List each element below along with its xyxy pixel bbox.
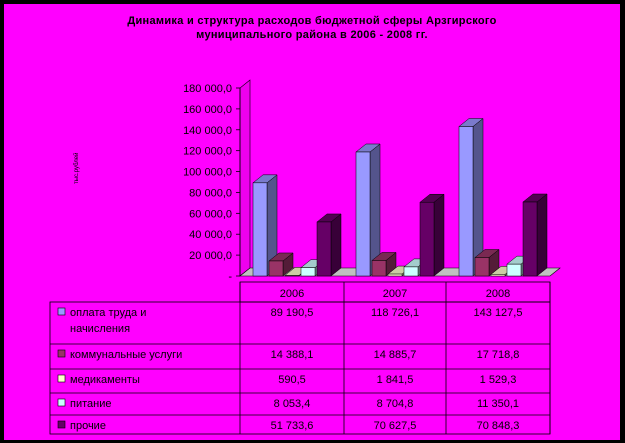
bar <box>284 275 300 277</box>
legend-label: коммунальные услуги <box>70 349 182 361</box>
legend-swatch <box>57 420 66 429</box>
y-tick-label: 100 000,0 <box>183 167 232 179</box>
data-value: 11 350,1 <box>477 398 519 410</box>
chart-panel: Динамика и структура расходов бюджетной … <box>4 4 620 440</box>
data-value: 143 127,5 <box>474 307 523 319</box>
bar-side <box>536 193 548 277</box>
y-tick-label: - <box>228 271 232 283</box>
y-tick-label: 120 000,0 <box>183 146 232 158</box>
data-value: 70 627,5 <box>374 420 417 432</box>
side-wall <box>239 79 251 277</box>
data-value: 1 529,3 <box>480 374 517 386</box>
chart-plot: - 20 000,0 40 000,0 60 000,0 80 000,0 100 000… <box>49 79 561 435</box>
data-value: 14 388,1 <box>271 349 314 361</box>
data-value: 8 053,4 <box>274 398 311 410</box>
y-tick-label: 80 000,0 <box>189 187 232 199</box>
data-value: 14 885,7 <box>374 349 417 361</box>
category-label: 2007 <box>383 288 407 300</box>
bar <box>474 257 490 277</box>
bar <box>387 273 403 277</box>
bar-side <box>433 193 445 277</box>
data-value: 89 190,5 <box>271 307 314 319</box>
legend-label: начисления <box>70 323 130 335</box>
bar <box>316 221 332 277</box>
bar <box>458 126 474 277</box>
bar <box>403 266 419 277</box>
legend-label: медикаменты <box>70 374 140 386</box>
data-value: 17 718,8 <box>477 349 520 361</box>
bar <box>355 151 371 277</box>
bar <box>371 260 387 277</box>
legend-label: питание <box>70 398 111 410</box>
bar-side <box>330 213 342 277</box>
bar <box>490 274 506 277</box>
legend-swatch <box>57 307 66 316</box>
y-tick-label: 160 000,0 <box>183 104 232 116</box>
y-tick-label: 60 000,0 <box>189 208 232 220</box>
data-value: 118 726,1 <box>371 307 419 319</box>
data-value: 70 848,3 <box>477 420 520 432</box>
bar <box>300 267 316 277</box>
y-tick-label: 40 000,0 <box>189 229 232 241</box>
bar <box>419 201 435 277</box>
legend-swatch <box>57 349 66 358</box>
y-tick-label: 20 000,0 <box>189 250 232 262</box>
category-label: 2006 <box>280 288 304 300</box>
legend-swatch <box>57 398 66 407</box>
bar <box>268 260 284 277</box>
chart-title: Динамика и структура расходов бюджетной … <box>127 15 497 41</box>
data-value: 51 733,6 <box>271 420 314 432</box>
bar <box>506 263 522 277</box>
legend-label: оплата труда и <box>70 307 146 319</box>
table-body-box <box>49 301 551 435</box>
category-label: 2008 <box>486 288 510 300</box>
y-tick-label: 180 000,0 <box>183 83 232 95</box>
bar <box>252 182 268 277</box>
data-value: 1 841,5 <box>377 374 414 386</box>
data-value: 590,5 <box>278 374 306 386</box>
legend-label: прочие <box>70 420 106 432</box>
y-tick-label: 140 000,0 <box>183 125 232 137</box>
data-value: 8 704,8 <box>377 398 414 410</box>
legend-swatch <box>57 374 66 383</box>
bar <box>522 201 538 277</box>
